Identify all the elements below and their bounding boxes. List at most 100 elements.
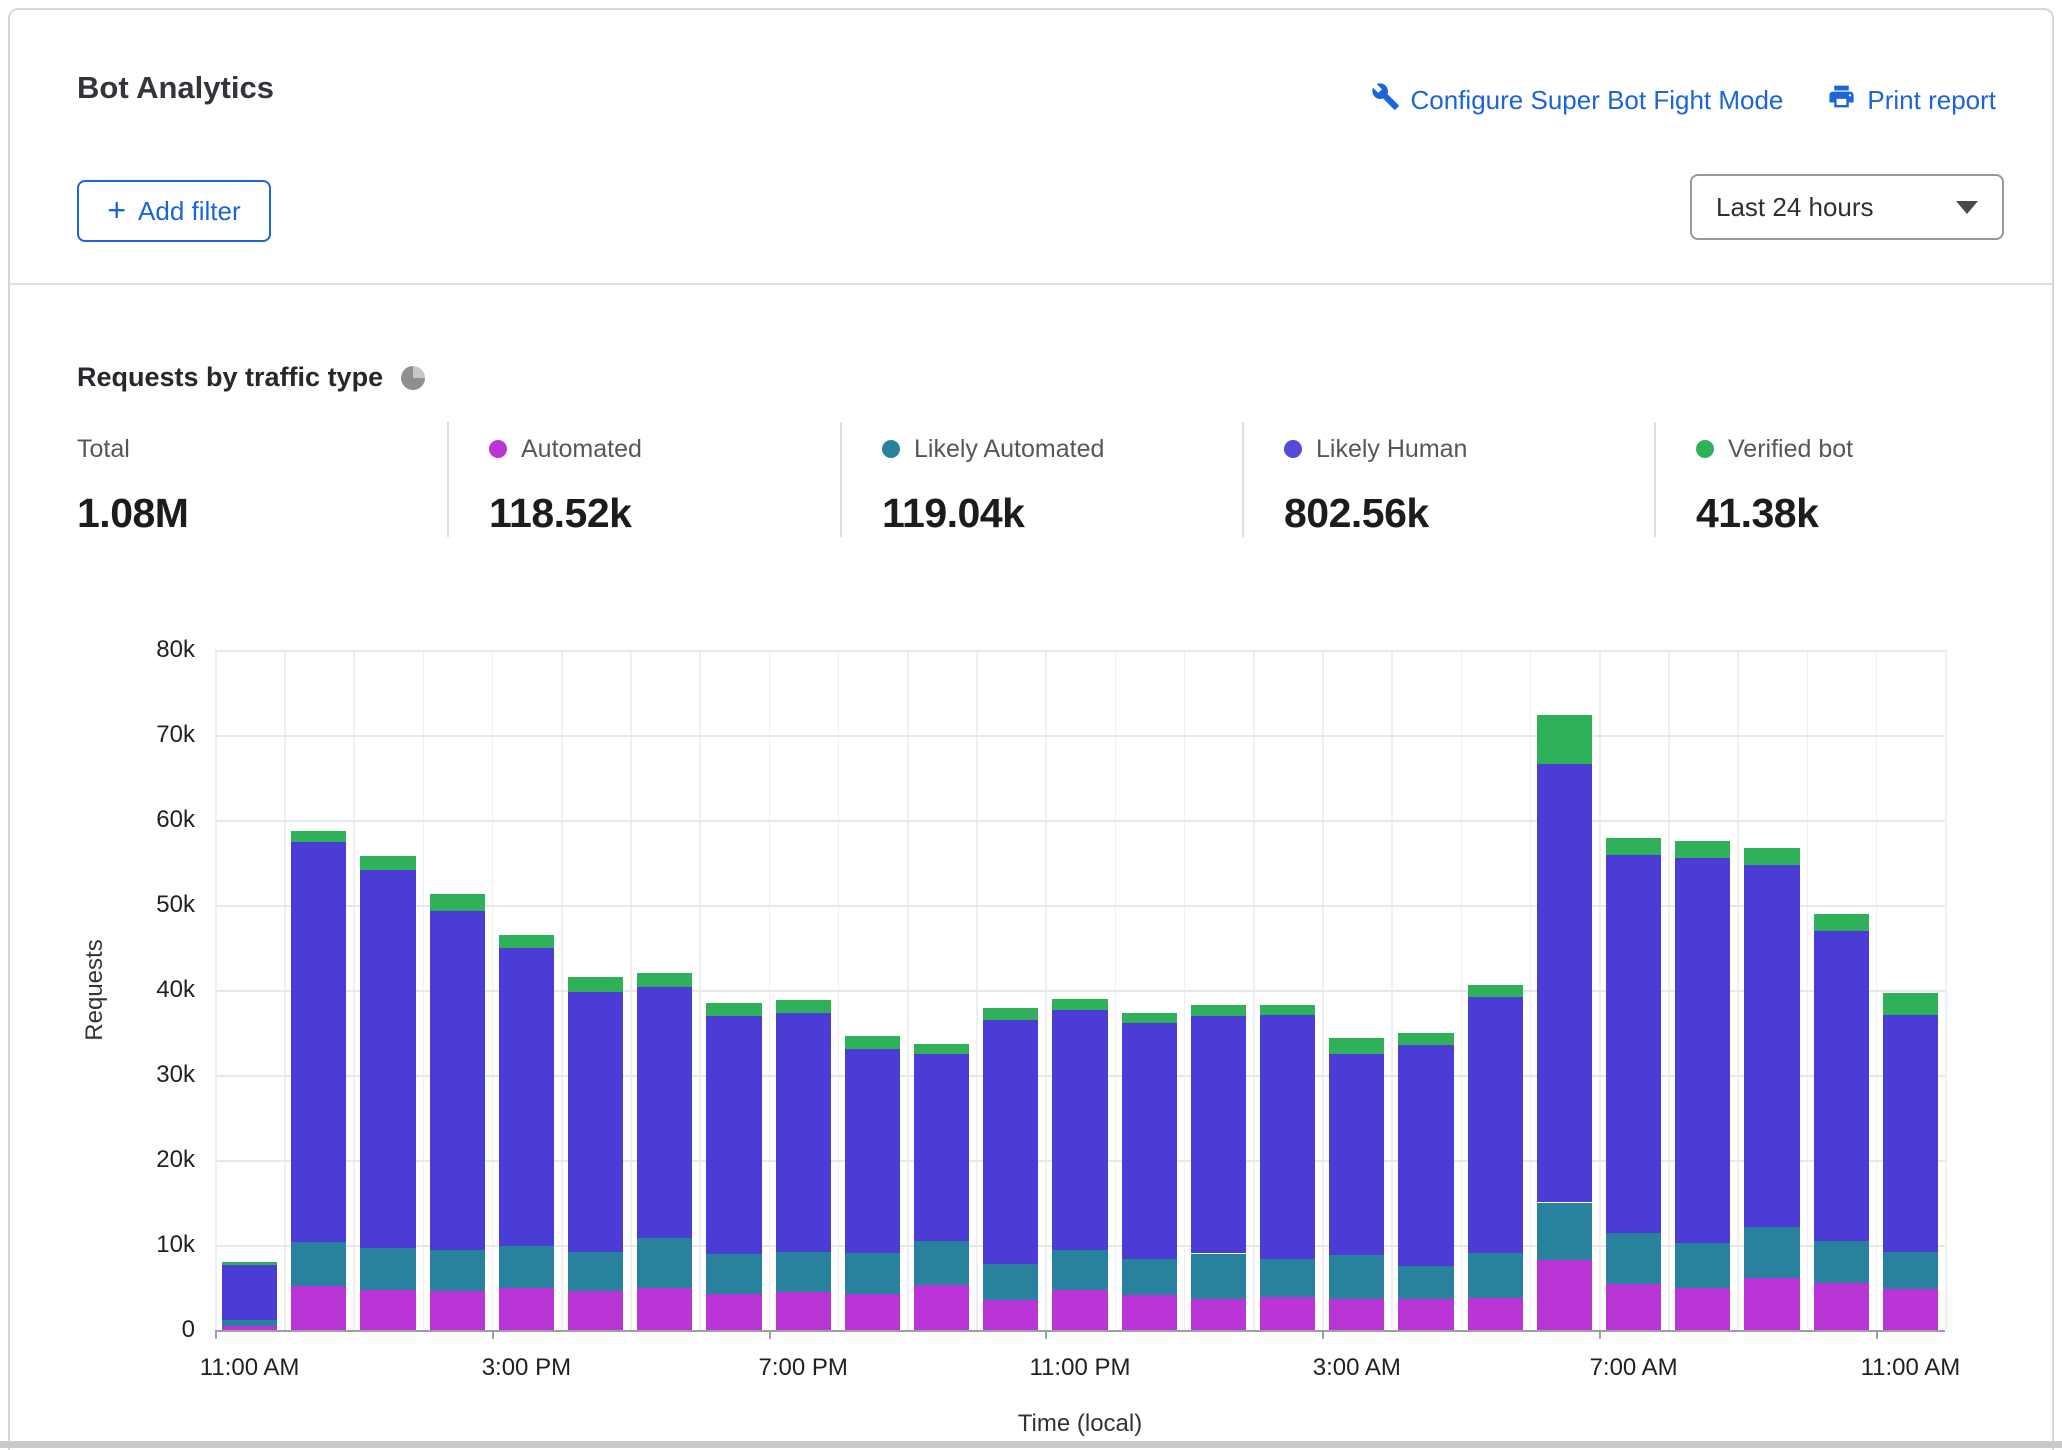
configure-super-bot-fight-mode-link[interactable]: Configure Super Bot Fight Mode (1371, 82, 1783, 118)
bar-segment-verified-bot[interactable] (1052, 999, 1108, 1011)
bar-segment-likely-automated[interactable] (1398, 1266, 1454, 1299)
bar-segment-automated[interactable] (1744, 1278, 1800, 1330)
bar-segment-likely-human[interactable] (914, 1053, 970, 1241)
bar-segment-automated[interactable] (498, 1288, 554, 1330)
bar-segment-likely-automated[interactable] (568, 1251, 624, 1291)
bar-segment-likely-automated[interactable] (844, 1252, 900, 1295)
bar-segment-verified-bot[interactable] (1260, 1005, 1316, 1015)
bar-segment-likely-human[interactable] (429, 910, 485, 1251)
bar-segment-verified-bot[interactable] (498, 934, 554, 948)
bar-segment-verified-bot[interactable] (291, 831, 347, 843)
bar-segment-verified-bot[interactable] (983, 1007, 1039, 1020)
bar-segment-likely-automated[interactable] (429, 1250, 485, 1291)
bar-segment-automated[interactable] (706, 1294, 762, 1330)
bar-segment-likely-automated[interactable] (1052, 1250, 1108, 1291)
bar-segment-likely-automated[interactable] (1675, 1243, 1731, 1289)
bar-segment-likely-automated[interactable] (1813, 1240, 1869, 1284)
bar-segment-likely-automated[interactable] (1536, 1202, 1592, 1261)
bar-segment-likely-automated[interactable] (222, 1319, 278, 1326)
bar-segment-likely-automated[interactable] (775, 1251, 831, 1292)
bar-segment-automated[interactable] (1398, 1298, 1454, 1330)
bar-segment-verified-bot[interactable] (360, 855, 416, 871)
bar-segment-verified-bot[interactable] (1744, 848, 1800, 866)
bar-segment-likely-automated[interactable] (1744, 1227, 1800, 1279)
bar-segment-verified-bot[interactable] (706, 1002, 762, 1016)
bar-segment-verified-bot[interactable] (1536, 714, 1592, 764)
bar-segment-verified-bot[interactable] (1675, 841, 1731, 859)
bar-segment-automated[interactable] (568, 1290, 624, 1330)
bar-segment-likely-human[interactable] (1121, 1023, 1177, 1259)
bar-segment-likely-human[interactable] (1398, 1045, 1454, 1267)
bar-segment-likely-human[interactable] (222, 1264, 278, 1320)
bar-segment-likely-human[interactable] (291, 842, 347, 1243)
bar-segment-likely-automated[interactable] (291, 1242, 347, 1286)
bar-segment-verified-bot[interactable] (775, 1000, 831, 1013)
bar-segment-automated[interactable] (1606, 1284, 1662, 1330)
bar-segment-verified-bot[interactable] (637, 973, 693, 988)
bar-segment-likely-human[interactable] (360, 870, 416, 1248)
bar-segment-likely-human[interactable] (1882, 1014, 1938, 1252)
bar-segment-likely-automated[interactable] (914, 1240, 970, 1285)
bar-segment-likely-automated[interactable] (360, 1247, 416, 1291)
bar-segment-automated[interactable] (1190, 1298, 1246, 1330)
bar-segment-likely-human[interactable] (983, 1019, 1039, 1264)
bar-segment-likely-human[interactable] (1052, 1010, 1108, 1251)
bar-segment-likely-human[interactable] (1329, 1053, 1385, 1256)
bar-segment-likely-automated[interactable] (637, 1238, 693, 1289)
bar-segment-automated[interactable] (844, 1294, 900, 1330)
bar-segment-automated[interactable] (1675, 1288, 1731, 1330)
bar-segment-automated[interactable] (1121, 1295, 1177, 1330)
bar-segment-likely-automated[interactable] (498, 1245, 554, 1289)
bar-segment-verified-bot[interactable] (1467, 984, 1523, 997)
add-filter-button[interactable]: + Add filter (77, 180, 271, 242)
bar-segment-likely-human[interactable] (637, 987, 693, 1239)
bar-segment-likely-human[interactable] (1260, 1014, 1316, 1259)
bar-segment-automated[interactable] (360, 1290, 416, 1330)
bar-segment-verified-bot[interactable] (1329, 1038, 1385, 1054)
bar-segment-likely-automated[interactable] (706, 1253, 762, 1295)
bar-segment-likely-human[interactable] (1675, 858, 1731, 1244)
bar-segment-likely-automated[interactable] (983, 1263, 1039, 1301)
bar-segment-likely-human[interactable] (1744, 865, 1800, 1228)
bar-segment-verified-bot[interactable] (1398, 1033, 1454, 1046)
bar-segment-likely-human[interactable] (706, 1015, 762, 1254)
bar-segment-automated[interactable] (222, 1325, 278, 1330)
bar-segment-likely-human[interactable] (498, 947, 554, 1246)
bar-segment-likely-human[interactable] (568, 991, 624, 1252)
bar-segment-likely-human[interactable] (1190, 1016, 1246, 1254)
bar-segment-likely-human[interactable] (1467, 996, 1523, 1253)
bar-segment-likely-human[interactable] (775, 1012, 831, 1252)
print-report-link[interactable]: Print report (1827, 82, 1996, 118)
bar-segment-verified-bot[interactable] (914, 1043, 970, 1054)
bar-segment-automated[interactable] (429, 1290, 485, 1330)
bar-segment-automated[interactable] (983, 1300, 1039, 1330)
bar-segment-automated[interactable] (1536, 1260, 1592, 1330)
bar-segment-automated[interactable] (775, 1291, 831, 1330)
bar-segment-likely-automated[interactable] (1260, 1258, 1316, 1297)
bar-segment-verified-bot[interactable] (568, 977, 624, 992)
bar-segment-verified-bot[interactable] (1813, 913, 1869, 932)
bar-segment-verified-bot[interactable] (1121, 1012, 1177, 1024)
bar-segment-verified-bot[interactable] (1606, 837, 1662, 855)
bar-segment-likely-human[interactable] (1606, 854, 1662, 1234)
bar-segment-automated[interactable] (1467, 1297, 1523, 1330)
bar-segment-likely-automated[interactable] (1190, 1253, 1246, 1299)
bar-segment-likely-automated[interactable] (1882, 1251, 1938, 1290)
bar-segment-likely-automated[interactable] (1329, 1255, 1385, 1300)
bar-segment-automated[interactable] (1882, 1289, 1938, 1330)
bar-segment-verified-bot[interactable] (1190, 1005, 1246, 1017)
bar-segment-automated[interactable] (914, 1284, 970, 1330)
bar-segment-likely-human[interactable] (1813, 931, 1869, 1241)
bar-segment-automated[interactable] (1329, 1299, 1385, 1330)
bar-segment-automated[interactable] (637, 1288, 693, 1330)
bar-segment-automated[interactable] (291, 1285, 347, 1330)
bar-segment-likely-automated[interactable] (1467, 1252, 1523, 1298)
bar-segment-verified-bot[interactable] (429, 893, 485, 911)
bar-segment-likely-automated[interactable] (1121, 1258, 1177, 1296)
time-range-select[interactable]: Last 24 hours (1690, 174, 2004, 240)
bar-segment-verified-bot[interactable] (222, 1262, 278, 1265)
bar-segment-likely-human[interactable] (844, 1048, 900, 1253)
bar-segment-likely-automated[interactable] (1606, 1233, 1662, 1285)
bar-segment-likely-human[interactable] (1536, 763, 1592, 1203)
bar-segment-automated[interactable] (1260, 1296, 1316, 1330)
